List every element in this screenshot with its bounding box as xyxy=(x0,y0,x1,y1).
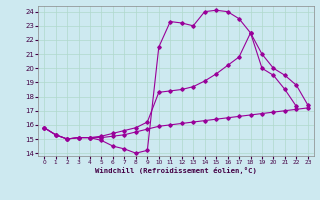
X-axis label: Windchill (Refroidissement éolien,°C): Windchill (Refroidissement éolien,°C) xyxy=(95,167,257,174)
